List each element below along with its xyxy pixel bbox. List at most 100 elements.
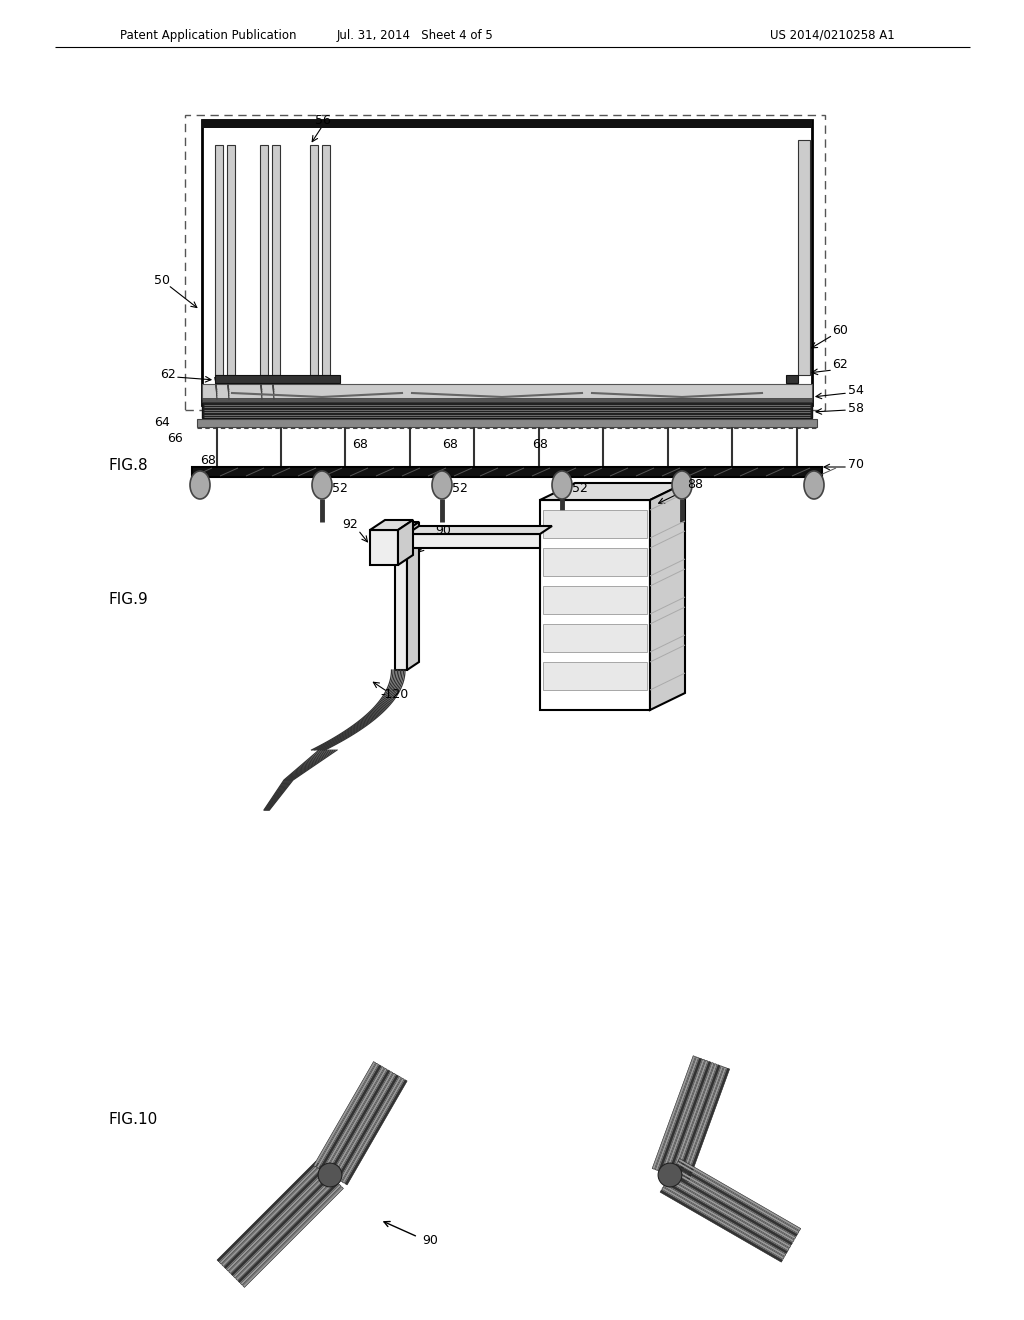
- Bar: [193, 467, 822, 477]
- Polygon shape: [370, 520, 413, 531]
- Polygon shape: [407, 535, 540, 548]
- Polygon shape: [226, 1171, 327, 1271]
- Polygon shape: [540, 483, 685, 500]
- Text: Patent Application Publication: Patent Application Publication: [120, 29, 297, 41]
- Ellipse shape: [552, 471, 572, 499]
- Text: -120: -120: [380, 689, 409, 701]
- Polygon shape: [677, 1162, 799, 1234]
- Polygon shape: [231, 1175, 332, 1275]
- Ellipse shape: [312, 471, 332, 499]
- Bar: [202, 400, 812, 418]
- Polygon shape: [667, 1179, 790, 1251]
- Text: 50: 50: [154, 273, 170, 286]
- Bar: [543, 548, 647, 576]
- Ellipse shape: [432, 471, 452, 499]
- Polygon shape: [323, 1067, 384, 1172]
- Polygon shape: [236, 1180, 337, 1280]
- Text: FIG.8: FIG.8: [108, 458, 147, 473]
- Polygon shape: [652, 1056, 695, 1170]
- Polygon shape: [677, 1065, 720, 1179]
- Text: FIG.9: FIG.9: [108, 593, 147, 607]
- Polygon shape: [238, 1181, 339, 1283]
- Polygon shape: [407, 525, 552, 535]
- Bar: [543, 663, 647, 690]
- Text: 66: 66: [167, 433, 183, 446]
- Polygon shape: [331, 1072, 393, 1176]
- Text: 58: 58: [848, 401, 864, 414]
- Text: 88: 88: [687, 479, 703, 491]
- Polygon shape: [345, 1080, 408, 1185]
- Polygon shape: [339, 1076, 401, 1181]
- Text: 64: 64: [155, 416, 170, 429]
- Text: 68: 68: [532, 438, 548, 451]
- Bar: [215, 145, 223, 375]
- Text: 90: 90: [422, 1233, 438, 1246]
- Polygon shape: [228, 1172, 330, 1274]
- Polygon shape: [678, 1159, 801, 1230]
- Text: 52: 52: [332, 482, 348, 495]
- Text: 62: 62: [160, 368, 176, 381]
- Polygon shape: [658, 1059, 701, 1172]
- Bar: [543, 624, 647, 652]
- Bar: [202, 399, 812, 403]
- Polygon shape: [650, 483, 685, 710]
- Polygon shape: [662, 1187, 784, 1259]
- Text: 56: 56: [315, 114, 331, 127]
- Polygon shape: [334, 1073, 395, 1179]
- Bar: [543, 510, 647, 539]
- Ellipse shape: [190, 471, 210, 499]
- Polygon shape: [670, 1173, 793, 1245]
- Text: 92: 92: [342, 519, 357, 532]
- Bar: [798, 140, 810, 375]
- Polygon shape: [337, 1074, 398, 1180]
- Bar: [227, 145, 234, 375]
- Polygon shape: [662, 1059, 705, 1172]
- Text: 54: 54: [848, 384, 864, 396]
- Ellipse shape: [672, 471, 692, 499]
- Bar: [272, 145, 280, 375]
- Bar: [310, 145, 318, 375]
- Polygon shape: [233, 1177, 334, 1278]
- Polygon shape: [219, 1163, 321, 1265]
- Polygon shape: [680, 1065, 723, 1180]
- Polygon shape: [319, 1065, 381, 1170]
- Polygon shape: [342, 1078, 404, 1183]
- Bar: [540, 500, 650, 710]
- Polygon shape: [217, 1162, 317, 1262]
- Polygon shape: [665, 1060, 708, 1173]
- Text: 68: 68: [352, 438, 368, 451]
- Polygon shape: [664, 1184, 785, 1257]
- Bar: [395, 531, 407, 671]
- Text: 68: 68: [442, 438, 458, 451]
- Bar: [215, 375, 340, 383]
- Text: 90: 90: [435, 524, 451, 536]
- Polygon shape: [407, 521, 419, 671]
- Polygon shape: [668, 1061, 711, 1175]
- Polygon shape: [665, 1181, 787, 1254]
- Bar: [202, 120, 812, 405]
- Polygon shape: [672, 1170, 795, 1242]
- Text: 70: 70: [848, 458, 864, 471]
- Text: 60: 60: [833, 323, 848, 337]
- Bar: [260, 145, 268, 375]
- Polygon shape: [675, 1164, 798, 1237]
- Bar: [185, 115, 825, 411]
- Bar: [202, 120, 812, 128]
- Polygon shape: [316, 1063, 379, 1168]
- Text: 62: 62: [833, 359, 848, 371]
- Text: FIG.10: FIG.10: [108, 1113, 158, 1127]
- Polygon shape: [241, 1184, 341, 1286]
- Text: US 2014/0210258 A1: US 2014/0210258 A1: [770, 29, 895, 41]
- Bar: [543, 586, 647, 614]
- Polygon shape: [655, 1057, 698, 1171]
- Polygon shape: [328, 1069, 390, 1175]
- Text: 52: 52: [452, 482, 468, 495]
- Text: 52: 52: [572, 482, 588, 495]
- Bar: [786, 375, 798, 383]
- Polygon shape: [243, 1187, 343, 1287]
- Polygon shape: [224, 1168, 325, 1269]
- Text: Jul. 31, 2014   Sheet 4 of 5: Jul. 31, 2014 Sheet 4 of 5: [337, 29, 494, 41]
- Polygon shape: [674, 1064, 717, 1177]
- Polygon shape: [221, 1166, 323, 1266]
- Bar: [197, 418, 817, 426]
